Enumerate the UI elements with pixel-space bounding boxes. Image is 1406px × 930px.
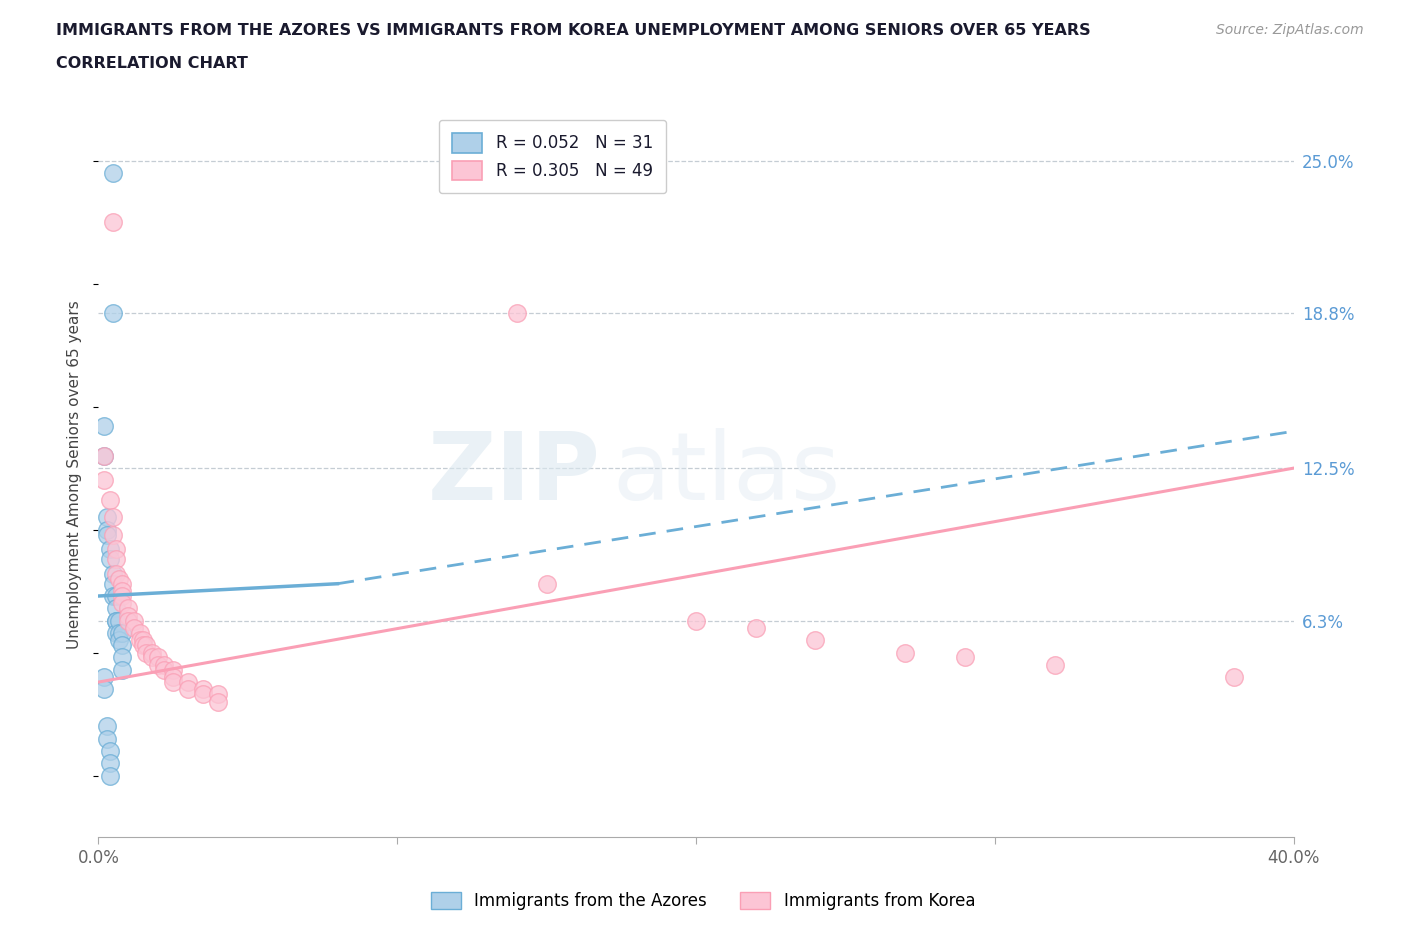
Point [536, 577, 558, 591]
Text: atlas: atlas [613, 429, 841, 520]
Point [953, 650, 976, 665]
Point [98, 743, 122, 758]
Point [105, 613, 128, 628]
Point [105, 613, 128, 628]
Point [191, 682, 214, 697]
Point [685, 613, 707, 628]
Point [177, 682, 200, 697]
Point [103, 566, 125, 581]
Point [105, 566, 128, 581]
Point [93, 473, 115, 488]
Legend: R = 0.052   N = 31, R = 0.305   N = 49: R = 0.052 N = 31, R = 0.305 N = 49 [439, 120, 666, 193]
Text: ZIP: ZIP [427, 429, 600, 520]
Point [745, 620, 768, 635]
Point [111, 584, 134, 599]
Point [207, 695, 229, 710]
Point [98, 542, 122, 557]
Point [96, 522, 118, 537]
Point [103, 306, 125, 321]
Point [162, 674, 184, 689]
Point [93, 448, 115, 463]
Point [105, 551, 128, 566]
Point [93, 682, 115, 697]
Point [111, 577, 134, 591]
Point [111, 626, 134, 641]
Point [93, 448, 115, 463]
Point [111, 638, 134, 653]
Point [103, 166, 125, 180]
Point [148, 658, 170, 672]
Point [191, 687, 214, 702]
Point [162, 662, 184, 677]
Point [98, 551, 122, 566]
Point [98, 768, 122, 783]
Point [124, 613, 146, 628]
Point [148, 650, 170, 665]
Point [153, 658, 176, 672]
Point [177, 674, 200, 689]
Point [153, 662, 176, 677]
Point [141, 650, 163, 665]
Point [105, 626, 128, 641]
Text: CORRELATION CHART: CORRELATION CHART [56, 56, 247, 71]
Point [105, 589, 128, 604]
Point [124, 620, 146, 635]
Point [96, 527, 118, 542]
Point [132, 632, 155, 647]
Text: Source: ZipAtlas.com: Source: ZipAtlas.com [1216, 23, 1364, 37]
Text: IMMIGRANTS FROM THE AZORES VS IMMIGRANTS FROM KOREA UNEMPLOYMENT AMONG SENIORS O: IMMIGRANTS FROM THE AZORES VS IMMIGRANTS… [56, 23, 1091, 38]
Point [105, 542, 128, 557]
Point [141, 645, 163, 660]
Point [108, 613, 131, 628]
Point [93, 670, 115, 684]
Point [96, 510, 118, 525]
Point [96, 731, 118, 746]
Point [111, 596, 134, 611]
Point [135, 645, 157, 660]
Point [132, 638, 155, 653]
Point [98, 756, 122, 771]
Point [804, 632, 827, 647]
Point [111, 662, 134, 677]
Point [96, 719, 118, 734]
Point [103, 510, 125, 525]
Y-axis label: Unemployment Among Seniors over 65 years: Unemployment Among Seniors over 65 years [67, 300, 83, 649]
Point [162, 670, 184, 684]
Point [103, 589, 125, 604]
Point [894, 645, 917, 660]
Point [117, 613, 139, 628]
Point [103, 527, 125, 542]
Point [129, 626, 152, 641]
Point [105, 601, 128, 616]
Point [111, 589, 134, 604]
Point [207, 687, 229, 702]
Point [108, 571, 131, 586]
Point [103, 215, 125, 230]
Point [108, 632, 131, 647]
Point [129, 632, 152, 647]
Legend: Immigrants from the Azores, Immigrants from Korea: Immigrants from the Azores, Immigrants f… [425, 885, 981, 917]
Point [117, 601, 139, 616]
Point [135, 638, 157, 653]
Point [1223, 670, 1246, 684]
Point [1043, 658, 1066, 672]
Point [93, 418, 115, 433]
Point [108, 626, 131, 641]
Point [98, 493, 122, 508]
Point [103, 577, 125, 591]
Point [111, 650, 134, 665]
Point [506, 306, 529, 321]
Point [117, 608, 139, 623]
